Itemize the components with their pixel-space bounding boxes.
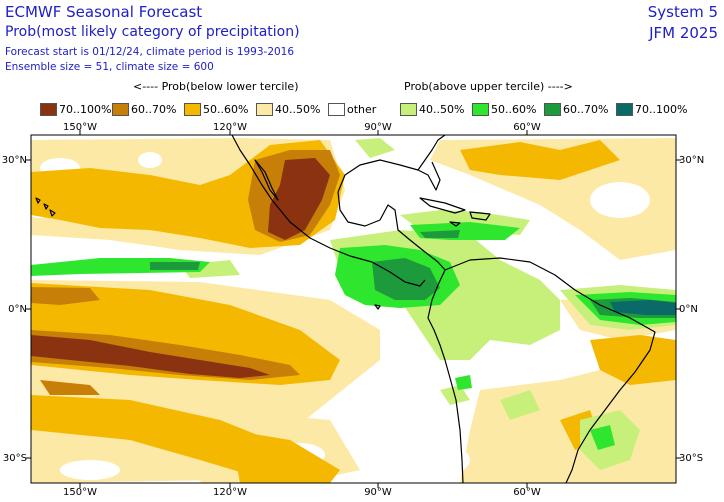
legend-label: 70..100%	[635, 102, 688, 116]
lat-label: 30°S	[679, 453, 703, 464]
legend-item: 70..100%	[40, 101, 111, 117]
lat-label: 30°N	[679, 155, 704, 166]
legend-item: 70..100%	[616, 101, 687, 117]
coastline-pacific-north	[231, 135, 426, 287]
legend-item: other	[328, 101, 376, 117]
lon-label: 120°W	[213, 487, 247, 498]
legend-swatch	[256, 102, 273, 116]
longitude-labels-bottom: 150°W 120°W 90°W 60°W	[63, 487, 541, 498]
coastlines	[35, 135, 656, 483]
coastline-south-america-east	[444, 257, 656, 483]
legend-heading-above: Prob(above upper tercile) ---->	[404, 80, 573, 93]
lat-label: 30°S	[3, 453, 27, 464]
legend-swatch	[40, 102, 57, 116]
coastline-jamaica	[449, 221, 461, 227]
coastline-galapagos	[374, 304, 381, 310]
system-label: System 5	[647, 3, 718, 21]
forecast-info: Forecast start is 01/12/24, climate peri…	[5, 46, 295, 58]
legend-label: 50..60%	[491, 102, 537, 116]
legend-swatch	[112, 102, 129, 116]
coastline-cuba	[419, 197, 466, 214]
lat-label: 30°N	[2, 155, 27, 166]
lon-label: 60°W	[513, 487, 541, 498]
axis-ticks	[26, 130, 681, 488]
coastline-south-america-west	[427, 269, 464, 483]
legend-label: 70..100%	[59, 102, 112, 116]
coastline-gulf	[337, 135, 446, 193]
coastline-florida	[417, 161, 441, 191]
lon-label: 90°W	[364, 487, 392, 498]
period-label: JFM 2025	[649, 24, 718, 42]
legend-item: 60..70%	[112, 101, 176, 117]
legend-swatch	[472, 102, 489, 116]
legend-swatch	[616, 102, 633, 116]
legend-swatch	[184, 102, 201, 116]
legend-label: 60..70%	[563, 102, 609, 116]
legend-heading-below: <---- Prob(below lower tercile)	[133, 80, 299, 93]
lat-label: 0°N	[679, 304, 698, 315]
precipitation-map: 150°W 120°W 90°W 60°W 150°W 120°W 90°W 6…	[0, 118, 724, 498]
legend-label: 40..50%	[419, 102, 465, 116]
above-70-100-areas	[610, 300, 676, 315]
legend-swatch	[328, 102, 345, 116]
coastline-hawaii	[35, 197, 56, 217]
legend-item: 50..60%	[184, 101, 248, 117]
lon-label: 120°W	[213, 122, 247, 133]
coastline-baja	[254, 159, 279, 201]
lon-label: 150°W	[63, 122, 97, 133]
legend-swatch	[544, 102, 561, 116]
lon-label: 60°W	[513, 122, 541, 133]
latitude-labels-right: 30°N 0°N 30°S	[679, 155, 704, 464]
legend-item: 40..50%	[256, 101, 320, 117]
legend-item: 50..60%	[472, 101, 536, 117]
legend-swatch	[400, 102, 417, 116]
legend-label: 50..60%	[203, 102, 249, 116]
probability-fields	[31, 135, 676, 483]
map-subtitle: Prob(most likely category of precipitati…	[5, 24, 300, 40]
legend-label: 40..50%	[275, 102, 321, 116]
latitude-labels-left: 30°N 0°N 30°S	[2, 155, 27, 464]
legend-label: 60..70%	[131, 102, 177, 116]
ensemble-info: Ensemble size = 51, climate size = 600	[5, 61, 214, 73]
legend-item: 40..50%	[400, 101, 464, 117]
lon-label: 150°W	[63, 487, 97, 498]
legend-item: 60..70%	[544, 101, 608, 117]
map-title: ECMWF Seasonal Forecast	[5, 3, 203, 21]
map-canvas: 150°W 120°W 90°W 60°W 150°W 120°W 90°W 6…	[2, 122, 704, 498]
lon-label: 90°W	[364, 122, 392, 133]
coastline-yucatan-central	[337, 191, 446, 271]
lat-label: 0°N	[8, 304, 27, 315]
below-70-100-areas	[31, 158, 330, 378]
legend-label: other	[347, 102, 377, 116]
longitude-labels-top: 150°W 120°W 90°W 60°W	[63, 122, 541, 133]
coastline-hispaniola	[469, 211, 491, 221]
